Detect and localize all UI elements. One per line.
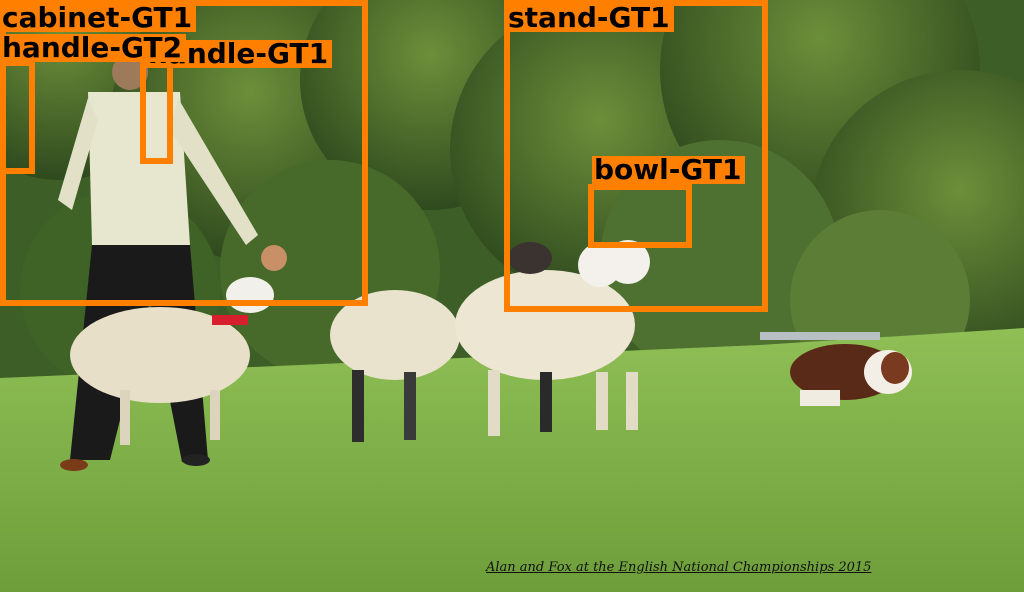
bbox-handle-gt1	[140, 62, 173, 164]
sheep-flock	[70, 240, 650, 445]
label-stand-gt1: stand-GT1	[506, 4, 674, 32]
label-cabinet-gt1: cabinet-GT1	[0, 4, 197, 32]
label-handle-gt2: handle-GT2	[0, 34, 187, 62]
photo-caption: Alan and Fox at the English National Cha…	[486, 560, 872, 575]
fence	[760, 332, 880, 340]
bbox-stand-gt1	[504, 0, 768, 312]
handler-person	[58, 54, 287, 471]
grass-field	[0, 328, 1024, 592]
bbox-handle-gt2	[0, 60, 35, 174]
border-collie-dog	[790, 344, 912, 406]
bbox-bowl-gt1	[588, 184, 692, 248]
label-bowl-gt1: bowl-GT1	[592, 156, 746, 184]
